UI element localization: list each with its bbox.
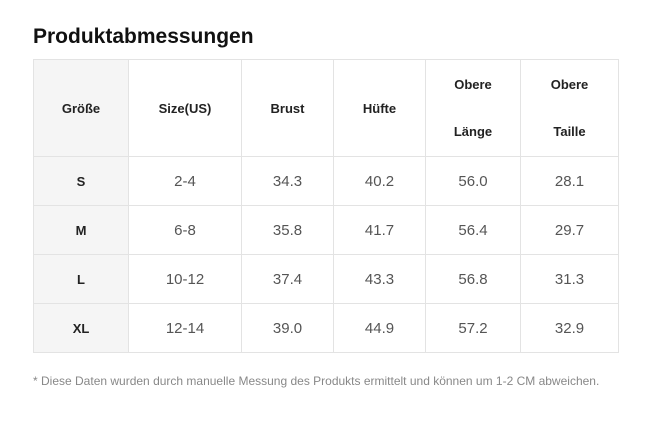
cell-hip: 43.3 [333,254,426,304]
header-size-us: Size(US) [128,59,242,157]
header-top-waist-line1: Obere [550,76,589,92]
header-bust: Brust [241,59,334,157]
cell-size-us: 6-8 [128,205,242,255]
cell-bust: 39.0 [241,303,334,353]
cell-top-waist: 32.9 [520,303,619,353]
measurement-footnote: * Diese Daten wurden durch manuelle Mess… [33,374,600,388]
cell-bust: 35.8 [241,205,334,255]
header-top-length-line2: Länge [453,123,493,139]
cell-top-waist: 31.3 [520,254,619,304]
cell-size: XL [33,303,129,353]
cell-size: M [33,205,129,255]
cell-top-length: 56.8 [425,254,521,304]
cell-size: L [33,254,129,304]
table-row: M 6-8 35.8 41.7 56.4 29.7 [33,205,619,255]
cell-size-us: 2-4 [128,156,242,206]
header-size: Größe [33,59,129,157]
header-top-waist: Obere Taille [520,59,619,157]
page-title: Produktabmessungen [33,25,254,48]
cell-top-length: 56.0 [425,156,521,206]
cell-hip: 44.9 [333,303,426,353]
header-row: Größe Size(US) Brust Hüfte Obere Länge O… [33,59,619,157]
header-top-length-line1: Obere [454,76,492,92]
cell-size: S [33,156,129,206]
cell-top-waist: 29.7 [520,205,619,255]
header-top-length: Obere Länge [425,59,521,157]
cell-hip: 40.2 [333,156,426,206]
cell-bust: 34.3 [241,156,334,206]
cell-hip: 41.7 [333,205,426,255]
cell-top-length: 57.2 [425,303,521,353]
table-header: Größe Size(US) Brust Hüfte Obere Länge O… [33,59,619,157]
cell-bust: 37.4 [241,254,334,304]
header-top-waist-line2: Taille [553,123,586,139]
table-row: L 10-12 37.4 43.3 56.8 31.3 [33,254,619,304]
table-row: S 2-4 34.3 40.2 56.0 28.1 [33,156,619,206]
cell-top-waist: 28.1 [520,156,619,206]
header-hip: Hüfte [333,59,426,157]
table-row: XL 12-14 39.0 44.9 57.2 32.9 [33,303,619,353]
size-chart-table: Größe Size(US) Brust Hüfte Obere Länge O… [33,59,619,353]
cell-size-us: 10-12 [128,254,242,304]
cell-top-length: 56.4 [425,205,521,255]
cell-size-us: 12-14 [128,303,242,353]
table-body: S 2-4 34.3 40.2 56.0 28.1 M 6-8 35.8 41.… [33,156,619,353]
